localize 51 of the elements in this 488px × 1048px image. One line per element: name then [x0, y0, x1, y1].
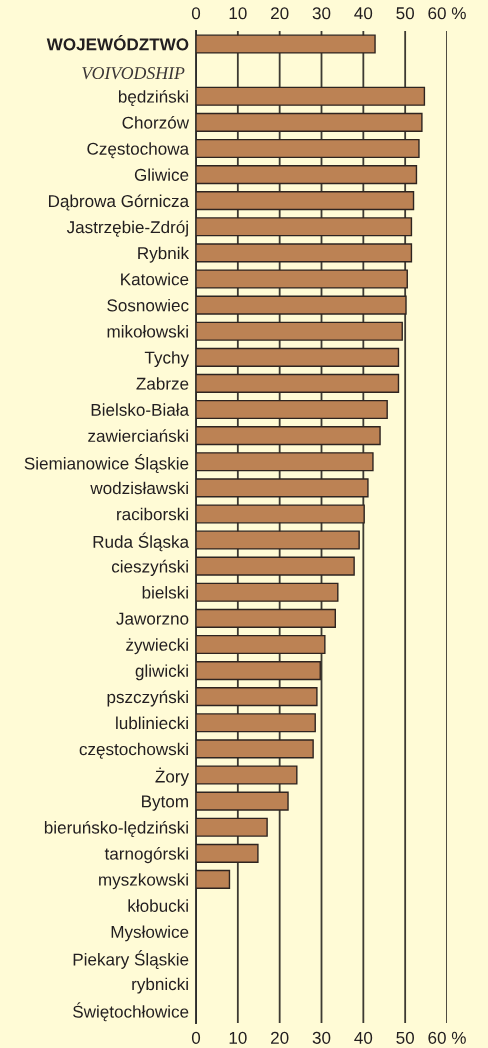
- y-tick-label: Tychy: [144, 351, 190, 368]
- y-tick-label: Bielsko-Biała: [91, 403, 190, 416]
- x-tick-label: 20: [271, 1031, 289, 1044]
- y-tick-label: Żory: [155, 767, 190, 786]
- x2-tick-label: 40: [354, 7, 373, 20]
- y-tick-label: Zabrze: [136, 377, 189, 390]
- x-tick-label: 60 %: [428, 1031, 466, 1044]
- y-tick-label: kłobucki: [128, 899, 188, 912]
- y-tick-label: Świętochłowice: [73, 1002, 189, 1022]
- x2-tick-label: 20: [271, 7, 289, 20]
- y-tick-label: Ruda Śląska: [93, 532, 190, 552]
- y-tick-label: zawierciański: [88, 429, 188, 442]
- x2-tick-label: 60 %: [428, 7, 466, 20]
- y-tick-label: Mysłowice: [111, 925, 189, 942]
- y-tick-label: gliwicki: [135, 664, 188, 681]
- y-tick-label: Częstochowa: [87, 142, 190, 159]
- y-tick-label: Rybnik: [138, 246, 190, 263]
- y-tick-label: Chorzów: [122, 115, 190, 129]
- y-tick-label: Siemianowice Śląskie: [24, 454, 189, 473]
- y-tick-label: raciborski: [117, 507, 188, 521]
- x-tick-label: 50: [396, 1031, 414, 1044]
- y-tick-label: cieszyński: [111, 559, 188, 576]
- x2-tick-label: 50: [396, 7, 414, 20]
- y-tick-label: lubliniecki: [116, 716, 188, 730]
- y-tick-label: mikołowski: [107, 325, 188, 338]
- x-tick-label: 0: [191, 1031, 201, 1044]
- y-tick-label: tarnogórski: [104, 847, 188, 864]
- y-tick-label: Katowice: [121, 272, 189, 286]
- y-tick-label: pszczyński: [107, 690, 188, 707]
- y-tick-label: Jastrzębie-Zdrój: [66, 220, 188, 237]
- x-tick-label: 40: [354, 1031, 373, 1044]
- y-tick-label: żywiecki: [126, 638, 188, 655]
- x2-tick-label: 0: [191, 7, 201, 20]
- x-tick-label: 10: [229, 1031, 247, 1044]
- y-tick-label: Gliwice: [134, 168, 189, 181]
- y-tick-label: będziński: [118, 89, 188, 107]
- y-tick-label: wodzisławski: [90, 481, 188, 495]
- y-tick-label: Bytom: [142, 795, 188, 811]
- y-tick-label: Piekary Śląskie: [73, 950, 189, 969]
- y-tick-label: bieruńsko-lędziński: [44, 820, 188, 838]
- y-tick-label: Dąbrowa Górnicza: [48, 194, 190, 211]
- x2-tick-label: 10: [229, 7, 247, 20]
- y-tick-label: bielski: [142, 586, 188, 599]
- x2-tick-label: 30: [312, 7, 331, 20]
- y-tick-label: rybnicki: [132, 977, 188, 994]
- y-tick-label: częstochowski: [79, 742, 188, 759]
- x-tick-label: 30: [312, 1031, 331, 1044]
- category-label: WOJEWÓDZTWO VOIVODSHIP: [46, 35, 189, 80]
- y-tick-label: Jaworzno: [116, 612, 189, 625]
- y-tick-label: Sosnowiec: [107, 298, 189, 312]
- y-tick-label: myszkowski: [99, 873, 188, 890]
